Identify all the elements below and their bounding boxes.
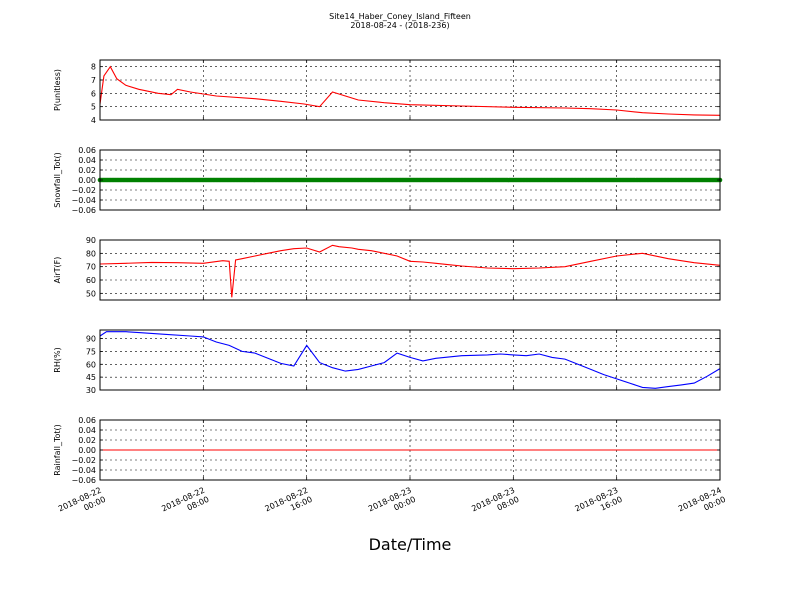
y-tick-label: 50 [86,289,96,298]
y-axis-label: RH(%) [53,347,62,372]
panel-4: 30 45 60 75 90 RH(%) [53,329,721,395]
y-axis-label: Rainfall_Tot() [53,424,62,476]
y-axis-label: AirT(F) [53,257,62,284]
y-tick-label: 90 [86,335,96,344]
y-tick-label: 30 [86,386,96,395]
x-tick-label: 2018-08-2300:00 [367,486,417,523]
y-tick-label: 0.06 [78,146,96,155]
panel-1: 4 5 6 7 8 P(unitless) [53,59,721,125]
y-tick-label: −0.06 [71,206,96,215]
chart-panels: 45678P(unitless)−0.06−0.04−0.020.000.020… [53,59,727,523]
y-tick-label: 0.00 [78,446,96,455]
y-tick-label: −0.02 [71,456,96,465]
y-tick-label: 80 [86,249,96,258]
y-tick-label: 0.00 [78,176,96,185]
y-axis-label: Snowfall_Tot() [53,152,62,208]
panel-3: 50 60 70 80 90 AirT(F) [53,236,721,301]
figure-subtitle: 2018-08-24 - (2018-236) [350,21,449,30]
x-tick-label: 2018-08-2216:00 [264,486,314,523]
x-tick-label: 2018-08-2316:00 [574,486,624,523]
y-tick-label: 60 [86,360,96,369]
x-tick-label: 2018-08-2400:00 [677,486,727,523]
y-tick-label: 90 [86,236,96,245]
x-axis-label: Date/Time [369,535,452,554]
y-tick-label: 8 [91,63,96,72]
x-tick-label: 2018-08-2208:00 [160,486,210,523]
figure-title: Site14_Haber_Coney_Island_Fifteen [329,12,471,21]
y-tick-label: −0.04 [71,466,96,475]
y-axis-label: P(unitless) [53,69,62,111]
y-tick-label: −0.02 [71,186,96,195]
series-line [99,65,721,116]
y-tick-label: −0.04 [71,196,96,205]
y-tick-label: 0.04 [78,156,96,165]
y-tick-label: 0.02 [78,436,96,445]
x-tick-labels: 2018-08-2200:00 2018-08-2208:00 2018-08-22… [57,486,727,523]
panel-2: −0.06−0.04−0.020.000.020.040.06 Snowfall_… [53,146,723,215]
y-tick-label: 5 [91,103,96,112]
y-tick-label: 0.06 [78,416,96,425]
series-line [99,331,721,389]
y-tick-label: 4 [91,116,96,125]
x-tick-label: 2018-08-2308:00 [470,486,520,523]
series-line [99,244,721,298]
x-tick-label: 2018-08-2200:00 [57,486,107,523]
y-tick-label: 7 [91,76,96,85]
y-tick-label: −0.06 [71,476,96,485]
y-tick-label: 75 [86,347,96,356]
y-tick-label: 0.02 [78,166,96,175]
y-tick-label: 0.04 [78,426,96,435]
panel-5: −0.06−0.04−0.020.000.020.040.06 Rainfall_… [53,416,721,485]
y-tick-label: 6 [91,89,96,98]
y-tick-label: 70 [86,263,96,272]
y-tick-label: 45 [86,373,96,382]
y-tick-label: 60 [86,276,96,285]
